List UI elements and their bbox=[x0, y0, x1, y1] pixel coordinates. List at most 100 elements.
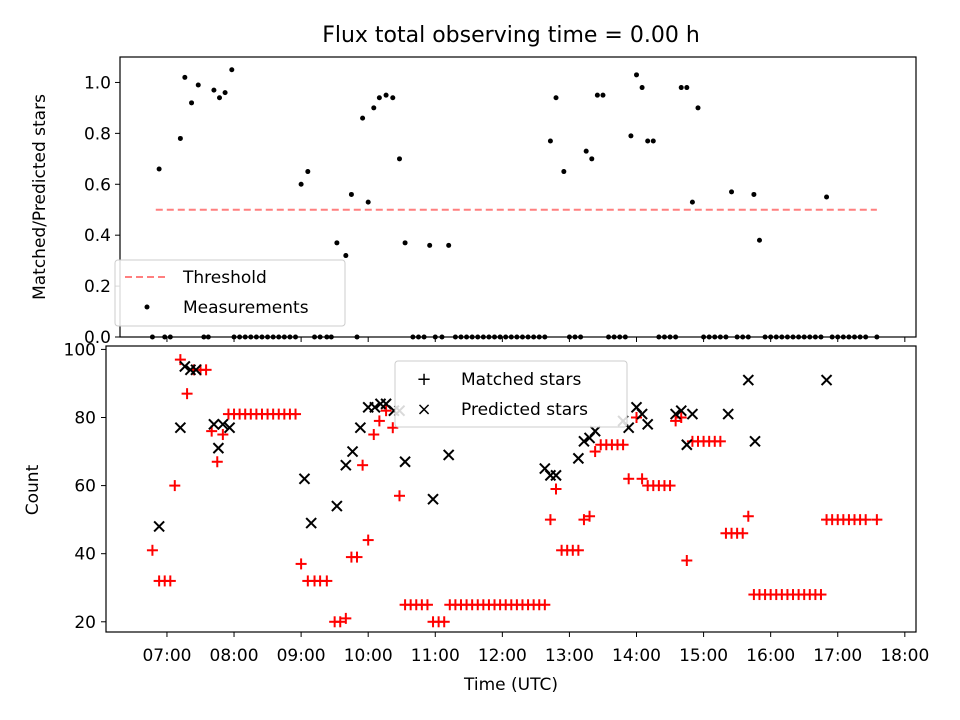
measurement-point bbox=[182, 74, 188, 80]
top-axes: 0.0 0.2 0.4 0.6 0.8 1.0 bbox=[84, 73, 906, 348]
measurement-point bbox=[634, 72, 640, 78]
matched-star-point bbox=[664, 480, 676, 492]
x-tick-label: 09:00 bbox=[277, 646, 326, 666]
matched-star-point bbox=[572, 544, 584, 556]
bottom-legend: + Matched stars × Predicted stars bbox=[394, 360, 628, 428]
measurement-point bbox=[390, 95, 396, 101]
matched-star-point bbox=[164, 575, 176, 587]
matched-star-point bbox=[211, 456, 223, 468]
x-tick-label: 13:00 bbox=[545, 646, 594, 666]
bottom-y-tick-label: 60 bbox=[74, 477, 96, 497]
predicted-star-point bbox=[174, 422, 187, 434]
matched-star-point bbox=[584, 510, 596, 522]
x-tick-label: 18:00 bbox=[880, 646, 929, 666]
matched-star-point bbox=[146, 544, 158, 556]
matched-star-point bbox=[368, 429, 380, 441]
bottom-legend-box bbox=[394, 360, 628, 428]
measurement-point bbox=[678, 85, 684, 91]
top-plot-frame bbox=[119, 56, 917, 338]
predicted-star-point bbox=[578, 435, 590, 448]
measurement-point bbox=[383, 92, 389, 98]
matched-star-point bbox=[438, 616, 450, 628]
measurement-point bbox=[561, 169, 567, 175]
matched-star-point bbox=[362, 534, 374, 546]
matched-star-point bbox=[181, 388, 193, 400]
matched-star-point bbox=[871, 514, 883, 526]
measurement-point bbox=[583, 148, 589, 154]
matched-star-point bbox=[340, 612, 352, 624]
measurement-point bbox=[195, 82, 201, 88]
predicted-star-point bbox=[669, 408, 682, 420]
predicted-star-point bbox=[354, 422, 367, 434]
measurement-point bbox=[639, 85, 645, 91]
bottom-y-tick-label: 20 bbox=[74, 613, 96, 633]
measurement-point bbox=[217, 95, 222, 101]
matched-star-point bbox=[589, 446, 601, 458]
matched-star-point bbox=[631, 412, 643, 423]
bottom-panel: 20 40 60 80 100 07:00 08:00 09:00 10:00 11:00 12:0… bbox=[23, 340, 929, 695]
matched-star-point bbox=[737, 527, 749, 539]
measurement-point bbox=[334, 240, 340, 246]
legend-predicted-label: Predicted stars bbox=[461, 400, 588, 420]
predicted-star-point bbox=[442, 449, 455, 461]
predicted-star-point bbox=[369, 401, 381, 413]
matched-star-point bbox=[550, 483, 562, 495]
predicted-star-point bbox=[681, 439, 693, 451]
predicted-star-point bbox=[331, 500, 343, 512]
top-y-axis-label: Matched/Predicted stars bbox=[30, 94, 50, 300]
measurement-point bbox=[594, 92, 600, 98]
x-axis-label: Time (UTC) bbox=[463, 675, 558, 695]
matched-star-point bbox=[539, 599, 551, 611]
matched-star-point bbox=[670, 415, 682, 427]
measurement-point bbox=[343, 253, 349, 259]
matched-star-point bbox=[578, 514, 590, 526]
top-chart-title: Flux total observing time = 0.00 h bbox=[322, 23, 700, 48]
bottom-y-tick-label: 100 bbox=[64, 340, 96, 360]
bottom-plot-marks bbox=[146, 354, 883, 628]
measurement-point bbox=[371, 105, 377, 111]
matched-star-point bbox=[675, 412, 687, 423]
matched-star-point bbox=[169, 480, 181, 492]
matched-star-point bbox=[217, 429, 229, 441]
measurement-point bbox=[628, 133, 634, 139]
predicted-star-point bbox=[742, 374, 755, 386]
predicted-star-point bbox=[820, 374, 833, 386]
x-tick-label: 08:00 bbox=[210, 646, 259, 666]
measurement-point bbox=[547, 138, 553, 144]
measurement-point bbox=[222, 90, 228, 96]
x-tick-label: 10:00 bbox=[344, 646, 393, 666]
legend-measurements-label: Measurements bbox=[183, 298, 309, 318]
x-tick-label: 16:00 bbox=[746, 646, 795, 666]
predicted-star-point bbox=[223, 422, 236, 434]
matched-star-point bbox=[714, 435, 726, 447]
matched-star-point bbox=[321, 575, 333, 587]
measurement-point bbox=[396, 156, 402, 162]
measurement-point bbox=[729, 189, 735, 195]
predicted-star-point bbox=[686, 408, 699, 420]
matched-star-point bbox=[387, 422, 399, 434]
matched-star-point bbox=[636, 473, 648, 485]
matched-star-point bbox=[200, 364, 212, 376]
predicted-star-point bbox=[208, 418, 220, 431]
measurement-point bbox=[360, 115, 366, 121]
top-y-tick-label: 0.0 bbox=[84, 328, 111, 348]
predicted-star-point bbox=[572, 452, 585, 465]
legend-matched-label: Matched stars bbox=[461, 370, 581, 390]
measurement-point bbox=[229, 67, 235, 73]
measurement-point bbox=[298, 181, 304, 187]
matched-star-point bbox=[421, 599, 433, 611]
bottom-axes: 20 40 60 80 100 07:00 08:00 09:00 10:00 11:00 12:0… bbox=[64, 340, 930, 666]
predicted-star-point bbox=[153, 520, 165, 533]
top-legend-box bbox=[114, 259, 346, 327]
x-tick-label: 15:00 bbox=[679, 646, 728, 666]
measurement-point bbox=[402, 240, 408, 246]
matched-star-point bbox=[815, 589, 827, 601]
measurement-point bbox=[189, 100, 195, 106]
matched-star-point bbox=[334, 616, 346, 628]
measurement-point bbox=[156, 166, 162, 172]
legend-threshold-label: Threshold bbox=[182, 268, 267, 288]
predicted-star-point bbox=[749, 435, 761, 448]
measurement-point bbox=[645, 138, 651, 144]
measurement-point bbox=[376, 95, 382, 101]
x-tick-label: 07:00 bbox=[142, 646, 191, 666]
